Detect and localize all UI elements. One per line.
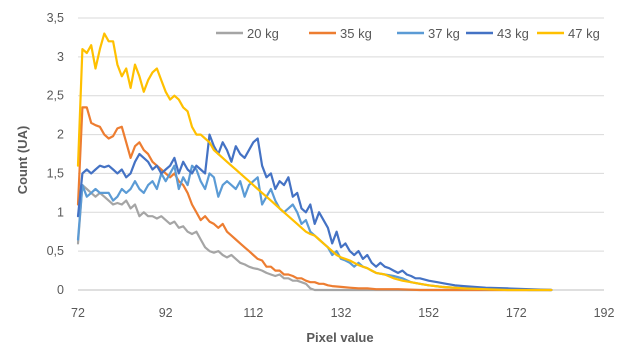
legend: 20 kg 35 kg 37 kg 43 kg 47 kg — [216, 26, 600, 41]
x-tick-label: 172 — [506, 306, 527, 320]
legend-label: 35 kg — [340, 26, 372, 41]
x-tick-label: 112 — [243, 306, 263, 320]
y-tick-label: 0,5 — [47, 244, 64, 258]
y-tick-labels: 0 0,5 1 1,5 2 2,5 3 3,5 — [47, 11, 64, 297]
legend-label: 43 kg — [497, 26, 529, 41]
gridlines — [78, 17, 604, 252]
legend-label: 37 kg — [428, 26, 460, 41]
series-line-20-kg — [76, 184, 553, 292]
series-line-35-kg — [76, 106, 553, 292]
x-tick-label: 72 — [71, 306, 85, 320]
legend-label: 20 kg — [247, 26, 279, 41]
y-axis-title: Count (UA) — [15, 126, 30, 195]
y-tick-label: 2 — [57, 128, 64, 142]
series-line-47-kg — [76, 32, 553, 292]
series-line-37-kg — [76, 164, 553, 292]
y-tick-label: 3 — [57, 50, 64, 64]
y-tick-label: 0 — [57, 283, 64, 297]
y-tick-label: 1 — [57, 205, 64, 219]
x-tick-label: 132 — [331, 306, 352, 320]
x-axis-title: Pixel value — [306, 330, 373, 345]
legend-label: 47 kg — [568, 26, 600, 41]
series-lines — [76, 32, 553, 292]
series-line-43-kg — [76, 133, 553, 292]
x-tick-label: 152 — [418, 306, 439, 320]
x-tick-label: 92 — [159, 306, 173, 320]
x-tick-label: 192 — [594, 306, 615, 320]
y-tick-label: 2,5 — [47, 89, 64, 103]
x-tick-labels: 72 92 112 132 152 172 192 — [71, 306, 614, 320]
y-tick-label: 3,5 — [47, 11, 64, 25]
y-tick-label: 1,5 — [47, 166, 64, 180]
